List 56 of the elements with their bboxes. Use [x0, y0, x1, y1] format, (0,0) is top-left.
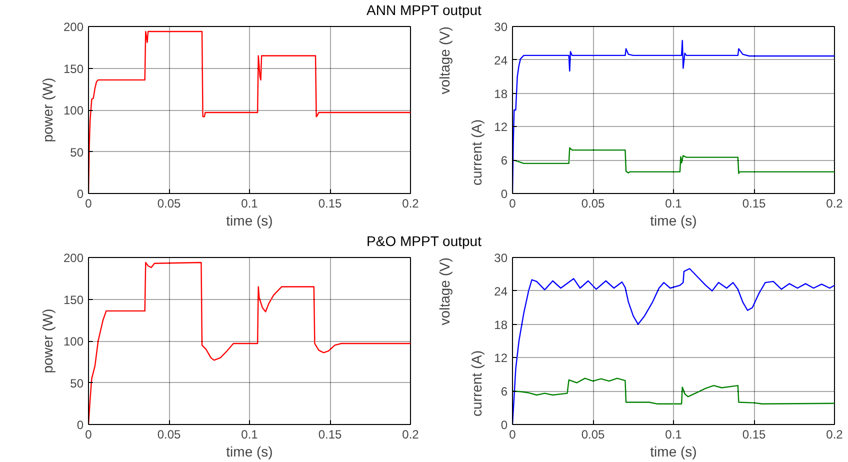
x-tick-label: 0.1: [665, 196, 682, 210]
line-series: [512, 378, 834, 405]
y-tick-label: 200: [63, 251, 84, 265]
x-axis-title: time (s): [226, 212, 273, 228]
text: current (A): [468, 119, 484, 186]
y-tick-label: 24: [494, 284, 508, 298]
x-tick-label: 0.15: [742, 428, 766, 442]
y-tick-label: 0: [76, 418, 84, 432]
text: current (A): [468, 350, 484, 416]
x-tick-label: 0.2: [402, 428, 420, 442]
x-tick-label: 0: [509, 428, 516, 442]
x-tick-label: 0.1: [241, 428, 258, 442]
y-tick-label: 0: [500, 187, 508, 201]
x-tick-label: 0.1: [665, 428, 682, 442]
y-tick-label: 12: [494, 120, 508, 134]
y-axis-title: voltage (V): [436, 257, 452, 326]
y-tick-label: 150: [63, 62, 84, 76]
y-tick-label: 6: [500, 384, 508, 399]
y-axis-title: voltage (V): [436, 26, 452, 94]
y-axis-title: power (W): [39, 308, 56, 374]
y-tick-label: 100: [63, 334, 84, 348]
x-axis-title: time (s): [226, 444, 273, 460]
x-tick-label: 0.15: [318, 428, 342, 442]
chart-title: P&O MPPT output: [366, 232, 482, 251]
y-tick-label: 6: [500, 154, 508, 168]
x-tick-label: 0.2: [402, 196, 420, 210]
x-tick-label: 0: [85, 196, 92, 210]
x-tick-label: 0.05: [157, 428, 182, 442]
x-tick-label: 0: [509, 196, 516, 210]
x-tick-label: 0.05: [581, 428, 606, 442]
x-tick-label: 0.05: [581, 196, 606, 210]
x-axis-title: time (s): [650, 212, 697, 228]
y-tick-label: 18: [494, 318, 508, 332]
y-tick-label: 50: [70, 376, 84, 390]
x-tick-label: 0.2: [826, 196, 844, 210]
y-tick-label: 150: [63, 292, 84, 307]
y-tick-label: 24: [494, 53, 508, 68]
x-tick-label: 0: [85, 428, 92, 442]
y-axis-title: power (W): [39, 78, 56, 142]
x-tick-label: 0.15: [318, 196, 342, 210]
y-tick-label: 0: [500, 418, 508, 432]
x-axis-title: time (s): [650, 444, 697, 460]
chart-title: ANN MPPT output: [366, 1, 482, 20]
x-tick-label: 0.05: [157, 196, 182, 210]
y-tick-label: 200: [63, 20, 84, 34]
y-tick-label: 50: [70, 145, 84, 160]
y-tick-label: 30: [494, 251, 508, 265]
line-series: [512, 147, 834, 174]
x-tick-label: 0.15: [742, 196, 766, 210]
x-tick-label: 0.1: [241, 196, 258, 210]
y-tick-label: 0: [76, 187, 84, 201]
x-tick-label: 0.2: [826, 428, 844, 442]
y-tick-label: 18: [494, 86, 508, 101]
y-tick-label: 12: [494, 351, 508, 366]
y-tick-label: 100: [63, 104, 84, 118]
y-tick-label: 30: [494, 20, 508, 34]
